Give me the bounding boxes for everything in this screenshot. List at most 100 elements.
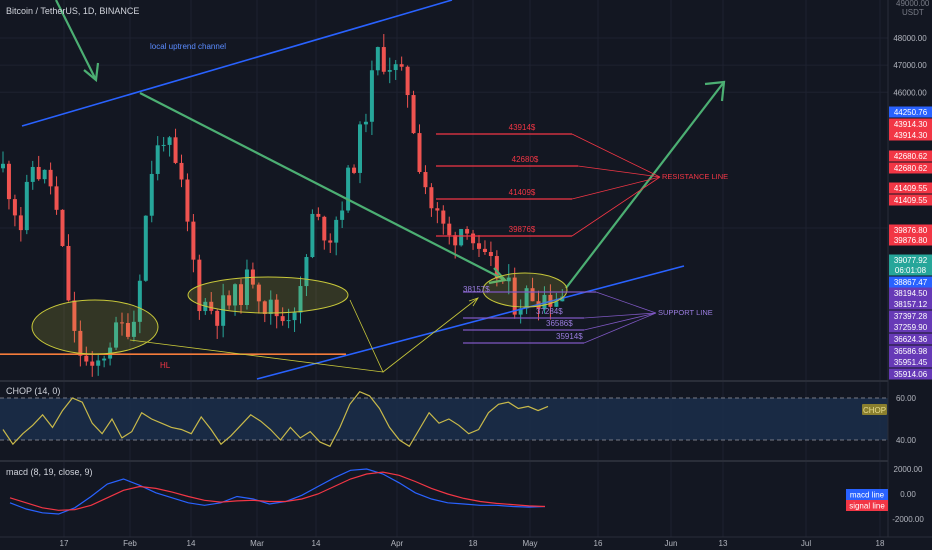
uptrend-support-line[interactable] <box>256 265 685 380</box>
time-tick-label: May <box>522 539 537 548</box>
macd-pane[interactable] <box>9 468 546 515</box>
zone-pointer-arrowhead <box>468 297 479 307</box>
macd-title[interactable]: macd (8, 19, close, 9) <box>6 467 93 477</box>
projection-arrow[interactable] <box>565 81 725 289</box>
price-tag-bg <box>889 194 932 206</box>
macd-legend-tags: macd line signal line <box>846 489 888 511</box>
support-label: SUPPORT LINE <box>658 308 713 317</box>
projection-arrowhead <box>704 80 726 102</box>
candle-body <box>233 284 238 306</box>
price-tag-text: 43914.30 <box>894 131 928 140</box>
candle-body <box>316 213 321 217</box>
signal-legend-label: signal line <box>849 502 885 511</box>
candle-body <box>72 300 77 331</box>
chop-ticks: 60.00 40.00 <box>896 394 917 445</box>
chop-line <box>2 390 549 448</box>
resistance-level-label: 39876$ <box>509 225 536 234</box>
price-tag-bg <box>889 234 932 246</box>
candle-body <box>447 223 452 236</box>
support-level-label: 35914$ <box>556 332 583 341</box>
candle-body <box>120 322 124 324</box>
symbol-title[interactable]: Bitcoin / TetherUS, 1D, BINANCE <box>6 6 139 16</box>
price-tag-text: 38867.47 <box>894 278 928 287</box>
candle-body <box>239 284 243 306</box>
candle-body <box>381 47 386 72</box>
accumulation-zone-1[interactable] <box>31 299 159 355</box>
candle-body <box>66 245 71 301</box>
uptrend-channel-upper-line[interactable] <box>21 0 453 127</box>
price-tag-text: 36624.36 <box>894 335 928 344</box>
price-axis[interactable]: 49000.00 USDT 48000.00 47000.00 46000.00 41… <box>846 0 932 550</box>
candle-body <box>143 215 148 281</box>
candle-body <box>411 95 416 134</box>
macd-legend-label: macd line <box>850 491 885 500</box>
price-tag-bg <box>889 182 932 194</box>
candle-body <box>90 361 95 366</box>
candle-body <box>459 229 464 246</box>
candle-body <box>488 252 493 257</box>
candle-body <box>167 137 172 145</box>
time-axis[interactable]: 17 Feb 14 Mar 14 Apr 18 May 16 Jun 13 Jul 18 <box>0 536 932 548</box>
candle-body <box>542 294 547 309</box>
candle-body <box>280 316 285 322</box>
candle-body <box>405 66 410 96</box>
candle-body <box>435 208 440 211</box>
price-tick-label: 46000.00 <box>893 88 927 97</box>
grid <box>0 0 888 537</box>
price-tag-bg <box>889 150 932 162</box>
price-pane[interactable]: HL local uptrend channel 43914$ 42680$ 41409… <box>0 0 728 380</box>
price-tag-text: 37259.90 <box>894 323 928 332</box>
accumulation-zone-3[interactable] <box>482 272 568 308</box>
candle-body <box>423 172 428 188</box>
candle-body <box>399 64 404 67</box>
price-tag-bg <box>889 298 932 310</box>
price-tag-bg <box>889 333 932 345</box>
time-tick-label: Mar <box>250 539 264 548</box>
drawings-group[interactable]: HL local uptrend channel 43914$ 42680$ 41409… <box>0 0 728 380</box>
chop-title[interactable]: CHOP (14, 0) <box>6 386 60 396</box>
support-connector <box>595 291 657 314</box>
accumulation-zone-2[interactable] <box>187 276 349 314</box>
macd-tick-label: -2000.00 <box>892 515 924 524</box>
candle-body <box>30 166 35 182</box>
candle-body <box>54 186 59 210</box>
candle-body <box>334 219 339 243</box>
green-pointer-arrow[interactable] <box>55 0 97 81</box>
candle-body <box>268 299 273 314</box>
time-tick-label: 13 <box>719 539 728 548</box>
resistance-level-label: 43914$ <box>509 123 536 132</box>
candle-body <box>256 284 261 302</box>
candle-body <box>125 322 130 337</box>
axis-top-value: 49000.00 <box>896 0 930 8</box>
candle-body <box>161 144 166 146</box>
time-tick-label: 18 <box>469 539 478 548</box>
candle-body <box>530 288 535 302</box>
signal-line <box>9 471 546 511</box>
descending-trend-line[interactable] <box>139 92 506 281</box>
support-level-label: 36586$ <box>546 319 573 328</box>
macd-line <box>9 468 546 515</box>
candle-body <box>322 216 327 241</box>
chop-pane[interactable] <box>0 390 888 448</box>
price-tag-bg <box>889 345 932 357</box>
price-tag-text: 38157.12 <box>894 300 928 309</box>
candle-body <box>209 301 214 311</box>
candle-body <box>477 243 481 249</box>
price-tag-bg <box>889 254 932 266</box>
resistance-level-label: 41409$ <box>509 188 536 197</box>
candle-body <box>453 235 458 246</box>
time-ticks: 17 Feb 14 Mar 14 Apr 18 May 16 Jun 13 Jul 18 <box>60 539 885 548</box>
candle-body <box>310 213 315 258</box>
time-tick-label: 14 <box>312 539 321 548</box>
time-tick-label: Jun <box>665 539 678 548</box>
candle-body <box>114 322 119 348</box>
candle-body <box>215 310 220 326</box>
time-tick-label: Apr <box>391 539 404 548</box>
time-tick-label: 18 <box>876 539 885 548</box>
candle-body <box>1 163 5 169</box>
price-tag-bg <box>889 276 932 288</box>
support-connector <box>583 312 657 344</box>
candle-body <box>417 133 422 173</box>
support-connector <box>583 312 657 331</box>
